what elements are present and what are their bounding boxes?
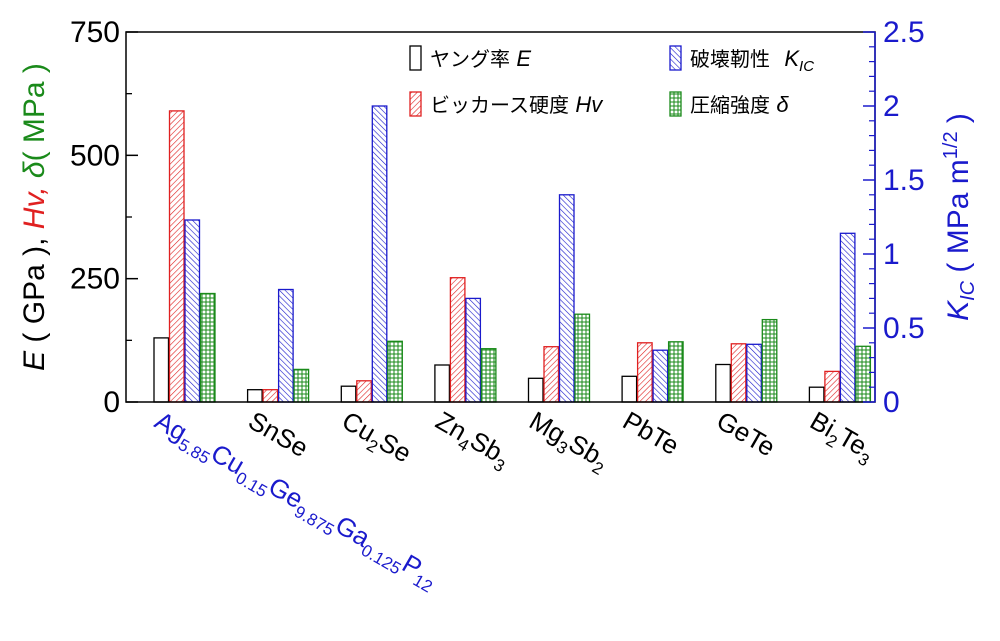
right-tick-label-4: 2 — [883, 90, 900, 123]
bar-white-4 — [527, 377, 544, 403]
bar-red-1 — [262, 389, 279, 403]
legend-swatch-white — [409, 45, 422, 71]
bar-white-6 — [715, 363, 731, 403]
bar-green-0 — [199, 292, 216, 403]
right-tick-label-5: 2.5 — [883, 16, 925, 49]
left-tick-label-3: 750 — [70, 16, 120, 49]
bar-white-1 — [246, 389, 263, 403]
bar-green-7 — [855, 345, 872, 403]
bar-red-2 — [356, 380, 372, 403]
legend-label-green: 圧縮強度 δ — [690, 92, 789, 117]
left-tick-label-0: 0 — [103, 386, 120, 419]
bar-blue-4 — [558, 194, 575, 403]
bar-blue-2 — [371, 105, 388, 403]
category-label-7: Bi2Te3 — [803, 405, 881, 470]
bar-blue-5 — [652, 349, 669, 403]
legend-label-red: ビッカース硬度 Hv — [430, 92, 604, 117]
bar-white-7 — [808, 386, 825, 403]
category-label-2: Cu2Se — [335, 405, 417, 473]
bar-blue-6 — [746, 343, 762, 403]
bar-red-5 — [636, 342, 653, 403]
bar-green-2 — [387, 340, 403, 403]
bar-red-4 — [543, 346, 560, 403]
bar-green-6 — [761, 318, 778, 403]
legend-swatch-red — [409, 91, 422, 117]
legend-label-blue: 破壊靭性 KIC — [690, 46, 814, 75]
bar-green-3 — [480, 348, 497, 403]
bar-green-5 — [667, 341, 684, 403]
category-label-6: GeTe — [712, 405, 781, 462]
category-label-5: PbTe — [618, 405, 684, 461]
legend-swatch-blue — [669, 45, 682, 71]
bar-green-1 — [293, 368, 310, 403]
bar-blue-7 — [839, 232, 856, 403]
bar-blue-3 — [465, 297, 482, 403]
bar-white-3 — [434, 364, 451, 403]
bar-white-5 — [621, 375, 638, 403]
bar-red-6 — [730, 343, 747, 403]
bar-red-3 — [449, 277, 466, 403]
right-tick-label-0: 0 — [883, 386, 900, 419]
right-axis-title: KIC ( MPa m1/2 ) — [940, 113, 979, 321]
right-tick-label-1: 0.5 — [883, 312, 925, 345]
bar-blue-0 — [184, 219, 201, 403]
legend-swatch-green — [669, 91, 682, 117]
bar-white-2 — [340, 385, 357, 403]
bar-white-0 — [153, 337, 170, 403]
legend-label-white: ヤング率 E — [430, 46, 531, 71]
category-label-4: Mg3Sb2 — [522, 405, 615, 479]
left-axis-title: E ( GPa ), Hv, δ( MPa ) — [18, 63, 51, 371]
bar-red-0 — [168, 110, 185, 403]
right-tick-label-3: 1.5 — [883, 164, 925, 197]
bar-blue-1 — [277, 288, 294, 403]
left-tick-label-2: 500 — [70, 139, 120, 172]
left-tick-label-1: 250 — [70, 263, 120, 296]
bar-green-4 — [574, 313, 591, 403]
right-tick-label-2: 1 — [883, 238, 900, 271]
category-label-3: Zn4Sb3 — [428, 405, 516, 476]
category-label-1: SnSe — [243, 405, 313, 463]
bar-red-7 — [824, 370, 841, 403]
